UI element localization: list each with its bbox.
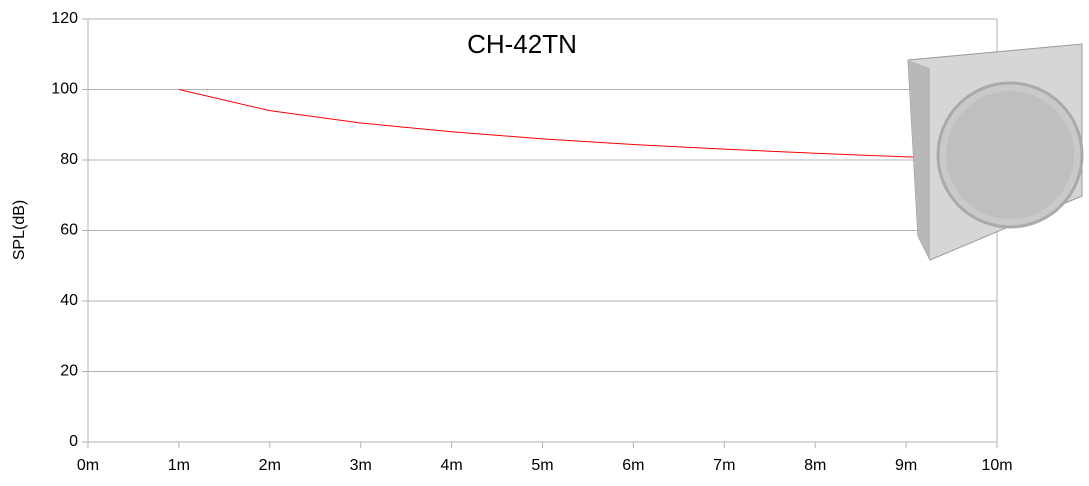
chart-title: CH-42TN bbox=[467, 29, 577, 59]
x-tick-label: 7m bbox=[713, 457, 735, 474]
y-tick-label: 0 bbox=[69, 433, 78, 450]
x-tick-label: 8m bbox=[804, 457, 826, 474]
y-tick-label: 60 bbox=[60, 222, 78, 239]
x-tick-label: 5m bbox=[531, 457, 553, 474]
y-axis-label: SPL(dB) bbox=[11, 200, 28, 260]
plot-area: 0 20 40 60 80 100 120 0m 1m 2m 3m 4m 5m 6m 7m 8m 9m 10m bbox=[51, 10, 1012, 474]
x-tick-label: 10m bbox=[981, 457, 1012, 474]
y-tick-label: 40 bbox=[60, 292, 78, 309]
y-tick-label: 80 bbox=[60, 151, 78, 168]
y-tick-label: 20 bbox=[60, 363, 78, 380]
x-tick-label: 1m bbox=[168, 457, 190, 474]
x-tick-label: 9m bbox=[895, 457, 917, 474]
y-tick-label: 120 bbox=[51, 10, 78, 27]
y-tick-label: 100 bbox=[51, 81, 78, 98]
x-tick-label: 2m bbox=[259, 457, 281, 474]
x-tick-label: 4m bbox=[440, 457, 462, 474]
x-tick-label: 6m bbox=[622, 457, 644, 474]
x-tick-label: 3m bbox=[350, 457, 372, 474]
x-tick-label: 0m bbox=[77, 457, 99, 474]
speaker-image bbox=[908, 44, 1082, 260]
series-line bbox=[179, 90, 997, 161]
chart: CH-42TN SPL(dB) 0 20 40 60 80 100 120 0m 1m 2m 3m 4… bbox=[0, 0, 1089, 486]
